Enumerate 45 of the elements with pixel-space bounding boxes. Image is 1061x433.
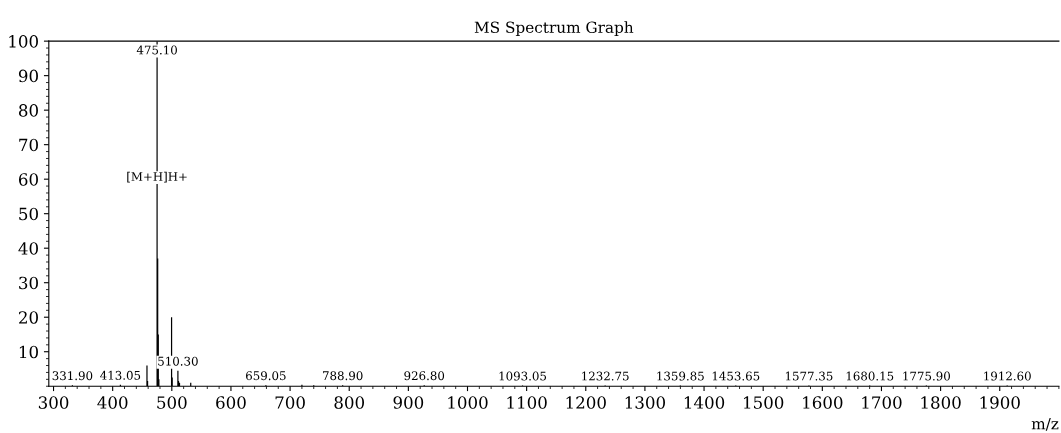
- x-tick-label: 400: [97, 396, 128, 409]
- y-tick-label: 50: [19, 207, 38, 221]
- annotation: 331.90: [52, 371, 93, 381]
- x-tick-label: 500: [157, 396, 187, 409]
- annotation: 659.05: [246, 371, 286, 381]
- x-tick-label: 700: [275, 396, 305, 409]
- chart-title: MS Spectrum Graph: [474, 21, 634, 36]
- y-tick-label: 10: [19, 345, 38, 359]
- annotation: 1577.35: [785, 371, 833, 381]
- annotation: 788.90: [323, 371, 363, 381]
- annotation: 510.30: [158, 356, 198, 366]
- x-tick-label: 1000: [448, 396, 488, 409]
- annotation: 1093.05: [499, 371, 547, 381]
- x-tick-label: 1400: [684, 396, 725, 409]
- x-tick-label: 1500: [744, 396, 784, 409]
- y-tick-label: 30: [19, 276, 38, 290]
- y-tick-label: 20: [19, 311, 38, 324]
- annotation: 413.05: [100, 370, 141, 380]
- annotation: 475.10: [136, 45, 177, 55]
- y-tick-label: 100: [9, 35, 38, 48]
- x-tick-label: 1600: [803, 396, 843, 409]
- annotation: 1453.65: [712, 371, 760, 381]
- annotation: [M+H]H+: [127, 171, 187, 183]
- x-tick-label: 1800: [921, 396, 961, 409]
- annotation: 1680.15: [846, 371, 894, 381]
- x-tick-label: 300: [38, 396, 69, 409]
- y-tick-label: 40: [18, 242, 38, 255]
- x-tick-label: 1900: [980, 396, 1020, 409]
- annotation: 926.80: [404, 371, 445, 381]
- x-axis-title: m/z: [1031, 418, 1059, 431]
- x-tick-label: 1700: [862, 396, 902, 409]
- annotation: 1912.60: [984, 371, 1031, 381]
- x-tick-label: 800: [334, 396, 365, 409]
- annotation: 1775.90: [903, 371, 950, 381]
- x-tick-label: 1300: [625, 396, 666, 409]
- y-tick-label: 80: [18, 104, 38, 117]
- x-tick-label: 900: [393, 396, 424, 409]
- y-tick-label: 60: [18, 173, 38, 186]
- y-tick-label: 90: [18, 69, 38, 83]
- x-tick-label: 600: [216, 396, 246, 409]
- y-tick-label: 70: [19, 138, 38, 152]
- annotation: 1359.85: [657, 371, 704, 381]
- x-tick-label: 1100: [507, 396, 547, 409]
- x-tick-label: 1200: [566, 396, 606, 409]
- annotation: 1232.75: [582, 371, 629, 381]
